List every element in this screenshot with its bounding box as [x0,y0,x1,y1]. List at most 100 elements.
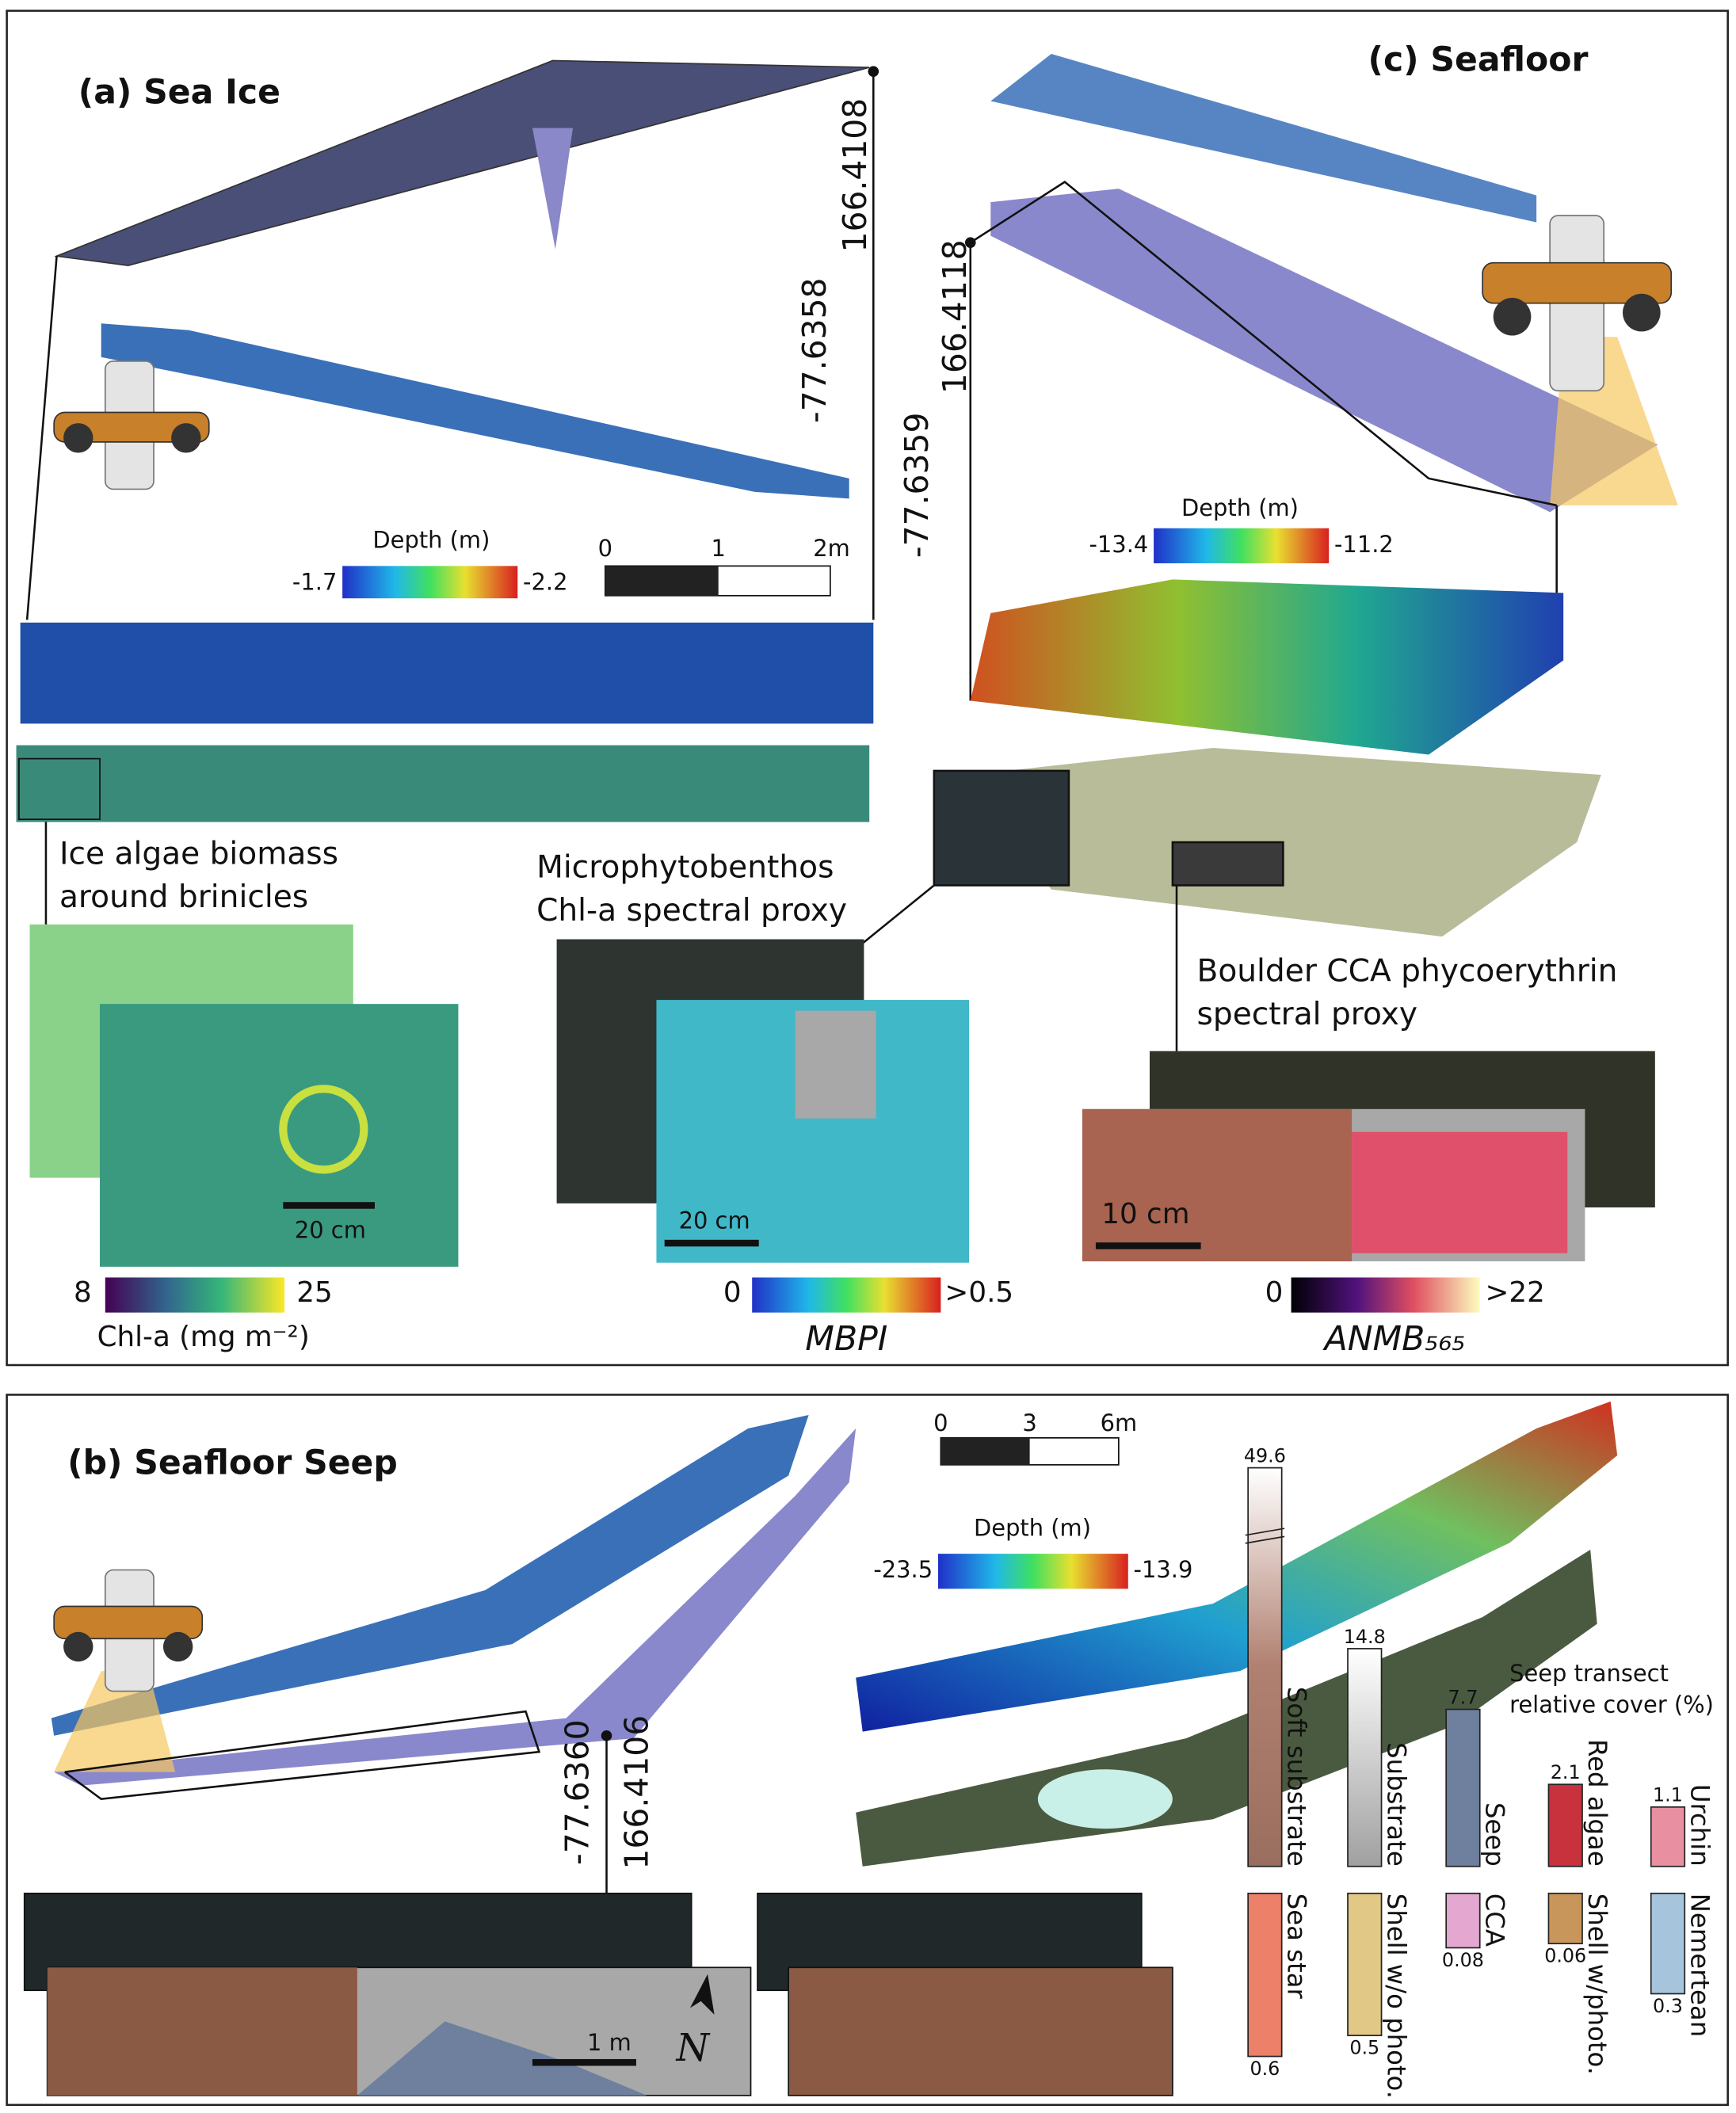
cover-name: Seep [1480,1802,1510,1867]
cover-name: Sea star [1282,1894,1312,2000]
seep-classmap [788,1966,1173,2096]
scale-label: 10 cm [1101,1198,1189,1230]
cover-value: 0.3 [1653,1995,1683,2017]
cover-bar [1347,1892,1383,2037]
colorbar-label: Chl-a (mg m⁻²) [97,1321,310,1353]
brinicle-ring [279,1085,368,1174]
cover-name: Red algae [1582,1739,1612,1867]
cover-bar [1247,1467,1283,1867]
panel-b: (b) Seafloor Seep 0 3 6m Depth (m) -23.5… [23,1401,1714,2096]
north-arrow [689,1974,715,2015]
seafloor-track [990,54,1537,223]
scale-tick: 1 [711,535,725,562]
latitude: -77.6360 [559,1719,597,1865]
depth-max: -2.2 [523,568,567,595]
connector [25,256,58,620]
scale-bar [532,2058,636,2066]
cover-value: 14.8 [1344,1626,1386,1648]
cover-title: relative cover (%) [1509,1691,1714,1718]
ice-mesh [54,59,870,266]
depth-map [856,1401,1618,1732]
rov-icon [1482,215,1673,392]
cover-title: Seep transect [1509,1660,1669,1687]
marker [868,66,879,77]
scale-tick: 2m [813,535,850,562]
photo-mosaic [856,1550,1597,1867]
colorbar-min: 0 [1265,1276,1284,1309]
cover-value: 0.06 [1544,1945,1586,1967]
longitude: 166.4108 [836,98,874,253]
colorbar-label: ANMB₅₆₅ [1322,1320,1466,1359]
cover-bar [1650,1892,1686,1995]
panel-frame [6,1394,1729,2107]
inset-box [1171,841,1284,887]
caption: Ice algae biomass [59,837,338,872]
depth-map [20,622,874,724]
seep-classmap [47,1967,357,2096]
colorbar [1291,1277,1480,1313]
panel-title: (c) Seafloor [1368,41,1589,80]
cover-value: 2.1 [1551,1761,1581,1783]
seep-classmap [357,2021,647,2096]
cover-name: Substrate [1382,1742,1412,1867]
chl-inset [99,1004,459,1267]
caption: Chl-a spectral proxy [536,893,847,929]
depth-map [970,579,1564,755]
colorbar [105,1277,285,1313]
colorbar-max: 25 [296,1276,332,1309]
cover-value: 49.6 [1244,1445,1286,1467]
rov-icon [53,1569,204,1692]
scale-bar [1095,1242,1201,1249]
scale-tick: 6m [1101,1409,1138,1436]
cover-name: Urchin [1684,1784,1715,1867]
cover-value: 0.08 [1442,1949,1484,1971]
cover-bar [1547,1892,1583,1945]
scale-tick: 3 [1022,1409,1036,1436]
seep-mesh [54,1428,857,1786]
anmb-map [1352,1131,1568,1253]
caption: spectral proxy [1197,997,1418,1032]
panel-title: (b) Seafloor Seep [67,1444,398,1482]
axis-break [1245,1528,1285,1536]
scale-bar [664,1239,759,1247]
marker [601,1730,612,1741]
rov-icon [53,360,210,490]
depth-label: Depth (m) [372,527,490,554]
scale-label: 20 cm [295,1217,366,1244]
camera-cone [54,1671,176,1772]
colorbar-min: 0 [723,1276,742,1309]
brinicle [532,128,574,250]
cover-bar [1547,1783,1583,1867]
depth-min: -13.4 [1089,531,1148,558]
inset-box [933,769,1070,887]
cover-value: 0.5 [1349,2037,1379,2059]
latitude: -77.6358 [796,277,834,423]
cover-value: 7.7 [1448,1686,1478,1708]
scale-tick: 0 [933,1409,948,1436]
colorbar [752,1277,941,1313]
cover-value: 0.6 [1250,2058,1280,2080]
cover-bar [1650,1806,1686,1867]
cover-name: Shell w/photo. [1582,1894,1612,2075]
cover-value: 1.1 [1653,1784,1683,1806]
longitude: 166.4106 [617,1715,655,1870]
cover-bar [1347,1648,1383,1867]
caption: around brinicles [59,879,308,915]
depth-label: Depth (m) [1181,494,1299,521]
cover-name: CCA [1480,1894,1510,1947]
cover-bar [1247,1892,1283,2058]
depth-label: Depth (m) [974,1515,1091,1542]
caption: Boulder CCA phycoerythrin [1197,954,1618,990]
cover-name: Nemertean [1684,1894,1715,2037]
depth-colorbar [342,566,518,599]
seep-patch [1037,1769,1173,1829]
ice-track [101,323,849,499]
scale-bar [605,566,719,596]
seafloor-mesh [990,189,1658,513]
colorbar-max: >0.5 [944,1276,1013,1309]
depth-colorbar [1154,528,1330,563]
cover-name: Shell w/o photo. [1382,1894,1412,2099]
panel-title: (a) Sea Ice [78,74,280,113]
colorbar-max: >22 [1486,1276,1545,1309]
connector [969,181,1557,701]
